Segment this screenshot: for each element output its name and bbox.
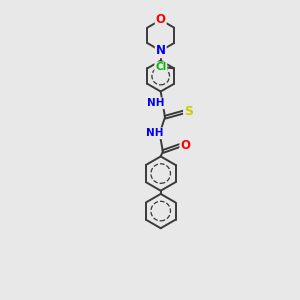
Text: N: N (156, 44, 166, 57)
Text: NH: NH (147, 98, 164, 108)
Text: Cl: Cl (155, 62, 166, 72)
Text: S: S (184, 105, 193, 119)
Text: O: O (180, 139, 190, 152)
Text: O: O (156, 14, 166, 26)
Text: NH: NH (146, 128, 163, 138)
